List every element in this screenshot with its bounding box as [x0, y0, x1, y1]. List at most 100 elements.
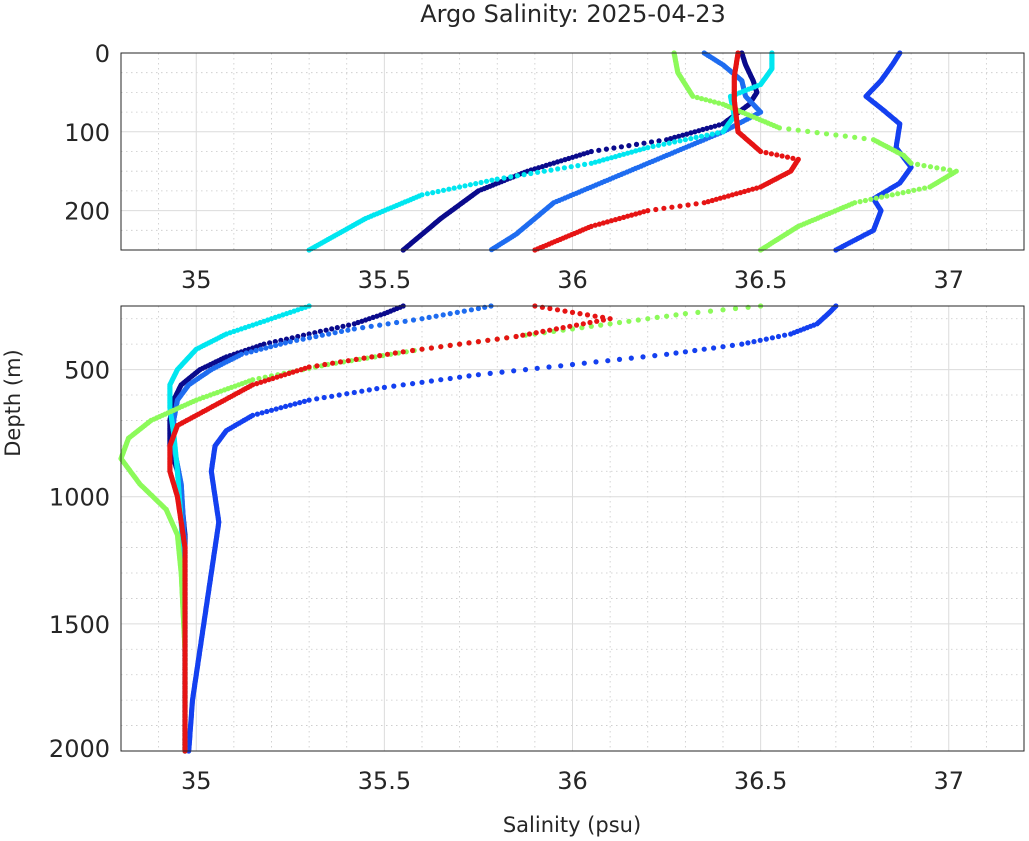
- data-point: [353, 356, 359, 362]
- series-blue: [833, 50, 914, 253]
- data-point: [732, 305, 739, 312]
- data-point: [306, 397, 312, 403]
- data-point: [298, 367, 304, 373]
- data-point: [592, 222, 598, 228]
- data-point: [776, 125, 783, 131]
- data-point: [266, 377, 272, 383]
- data-point: [447, 311, 453, 317]
- data-point: [707, 308, 714, 314]
- data-point: [560, 325, 566, 331]
- data-point: [682, 137, 689, 143]
- lower-y-ticks: 500 1000 1500 2000: [49, 357, 110, 763]
- data-point: [440, 312, 446, 318]
- data-point: [569, 309, 576, 315]
- data-point: [701, 200, 707, 206]
- data-point: [637, 147, 643, 153]
- data-point: [301, 398, 307, 404]
- data-point: [351, 326, 357, 332]
- data-point: [607, 321, 613, 327]
- data-point: [248, 349, 254, 355]
- data-point: [485, 337, 491, 343]
- data-point: [751, 339, 757, 345]
- data-point: [508, 174, 514, 180]
- data-point: [612, 154, 619, 160]
- data-point: [475, 372, 481, 378]
- data-point: [677, 138, 683, 144]
- data-point: [314, 396, 320, 402]
- data-point: [278, 373, 284, 379]
- data-point: [582, 161, 588, 167]
- data-point: [701, 346, 707, 352]
- data-point: [394, 319, 400, 326]
- data-point: [569, 361, 576, 368]
- data-point: [457, 184, 463, 190]
- data-point: [715, 130, 721, 136]
- data-point: [381, 384, 387, 390]
- data-point: [499, 369, 505, 375]
- data-point: [905, 188, 912, 195]
- data-point: [468, 307, 474, 313]
- data-point: [694, 94, 700, 101]
- data-point: [716, 122, 722, 128]
- data-point: [693, 201, 699, 207]
- data-point: [555, 166, 561, 172]
- chart-title: Argo Salinity: 2025-04-23: [420, 0, 726, 28]
- data-point: [786, 126, 792, 132]
- data-point: [419, 346, 425, 352]
- data-point: [457, 341, 463, 347]
- data-point: [547, 327, 553, 333]
- data-point: [254, 381, 260, 387]
- data-point: [487, 370, 493, 376]
- data-point: [598, 322, 604, 328]
- data-point: [475, 305, 481, 312]
- data-point: [709, 131, 715, 137]
- data-point: [842, 133, 848, 139]
- data-point: [489, 177, 495, 183]
- series-lime: [671, 50, 959, 253]
- data-point: [645, 316, 651, 322]
- data-point: [711, 99, 718, 105]
- data-point: [428, 378, 434, 384]
- data-point: [775, 333, 782, 340]
- data-point: [648, 139, 655, 145]
- data-point: [466, 373, 472, 379]
- data-point: [852, 134, 858, 140]
- data-point: [361, 355, 367, 361]
- x-tick-label: 36.5: [734, 767, 787, 795]
- data-point: [344, 391, 350, 397]
- data-point: [438, 377, 444, 383]
- data-point: [292, 401, 298, 407]
- data-point: [758, 184, 764, 190]
- x-tick-label: 37: [933, 266, 964, 294]
- data-point: [345, 358, 351, 364]
- data-point: [274, 374, 280, 380]
- data-point: [277, 341, 284, 347]
- data-point: [272, 339, 278, 345]
- data-point: [645, 145, 651, 151]
- data-point: [833, 132, 839, 138]
- data-point: [741, 188, 748, 195]
- data-point: [625, 213, 631, 219]
- data-point: [461, 308, 467, 314]
- data-point: [940, 166, 947, 172]
- x-tick-label: 37: [933, 767, 964, 795]
- data-point: [533, 330, 539, 336]
- data-point: [895, 191, 901, 197]
- data-point: [264, 408, 270, 415]
- lower-data-points: [118, 303, 839, 754]
- data-point: [628, 355, 634, 361]
- x-tick-label: 36.5: [734, 266, 787, 294]
- data-point: [795, 127, 801, 133]
- data-point: [581, 360, 587, 366]
- data-point: [720, 129, 726, 135]
- data-point: [400, 349, 406, 355]
- data-point: [268, 344, 274, 350]
- data-point: [513, 333, 519, 340]
- data-point: [688, 130, 694, 136]
- data-point: [763, 336, 769, 342]
- x-tick-label: 35.5: [358, 266, 411, 294]
- data-point: [577, 311, 583, 317]
- data-point: [313, 333, 319, 340]
- data-point: [541, 168, 547, 174]
- data-point: [259, 410, 265, 416]
